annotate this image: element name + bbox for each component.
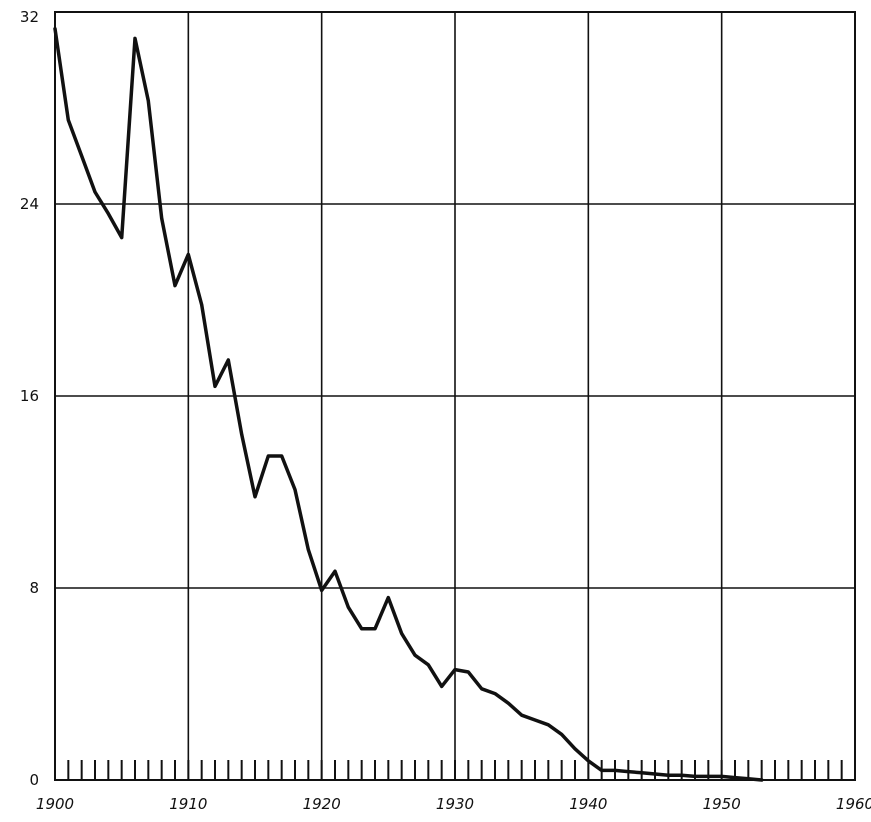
y-tick-label: 8 [29, 579, 39, 597]
series-line [53, 27, 764, 782]
data-point [267, 455, 270, 457]
data-point [334, 570, 336, 572]
data-point [94, 191, 96, 193]
data-point [187, 253, 190, 256]
data-point [494, 692, 496, 695]
y-tick-label: 32 [20, 8, 39, 26]
data-point [160, 217, 163, 220]
data-point [694, 775, 696, 778]
data-point [574, 748, 576, 750]
x-tick-label: 1950 [703, 795, 741, 813]
data-point [200, 304, 203, 306]
data-point [614, 769, 616, 772]
data-point [734, 776, 736, 779]
data-point [600, 769, 603, 772]
y-tick-label: 0 [29, 771, 39, 789]
data-point [520, 714, 523, 716]
data-point [560, 733, 563, 736]
data-point [707, 775, 710, 778]
data-point [534, 719, 536, 721]
data-point [320, 589, 323, 592]
data-point [227, 359, 230, 361]
data-point [720, 775, 723, 778]
x-tick-label: 1910 [169, 795, 207, 813]
data-point [67, 119, 70, 121]
data-point [627, 770, 630, 773]
data-point [427, 664, 430, 666]
data-point [240, 433, 243, 436]
data-point [507, 702, 510, 704]
data-point [760, 779, 763, 781]
y-tick-label: 16 [20, 387, 39, 405]
data-point [120, 236, 123, 239]
data-point [440, 685, 443, 688]
data-point [254, 496, 256, 498]
data-point [454, 668, 456, 671]
data-point [640, 772, 643, 774]
x-tick-label: 1960 [836, 795, 871, 813]
data-point [214, 385, 216, 388]
data-point [347, 606, 350, 608]
data-point [280, 455, 283, 457]
data-point [80, 155, 83, 157]
data-point [400, 632, 403, 635]
data-point [654, 773, 656, 775]
data-point [387, 596, 390, 599]
x-tick-label: 1900 [36, 795, 74, 813]
x-tick-label: 1920 [303, 795, 341, 813]
data-point [307, 548, 310, 551]
data-point [587, 760, 590, 762]
data-point [667, 774, 670, 776]
data-point [480, 688, 483, 690]
data-point [107, 212, 110, 215]
x-tick-label: 1940 [569, 795, 607, 813]
data-point [680, 774, 683, 776]
data-point [294, 488, 296, 491]
data-point [414, 654, 416, 656]
x-tick-label: 1930 [436, 795, 474, 813]
data-point [360, 628, 363, 630]
data-point [174, 284, 176, 287]
data-point [467, 671, 470, 673]
data-point [54, 28, 56, 30]
data-point [547, 724, 550, 726]
data-point [747, 778, 750, 780]
data-point [374, 628, 376, 630]
data-point [134, 37, 136, 40]
y-tick-label: 24 [20, 195, 39, 213]
data-point [147, 100, 150, 102]
